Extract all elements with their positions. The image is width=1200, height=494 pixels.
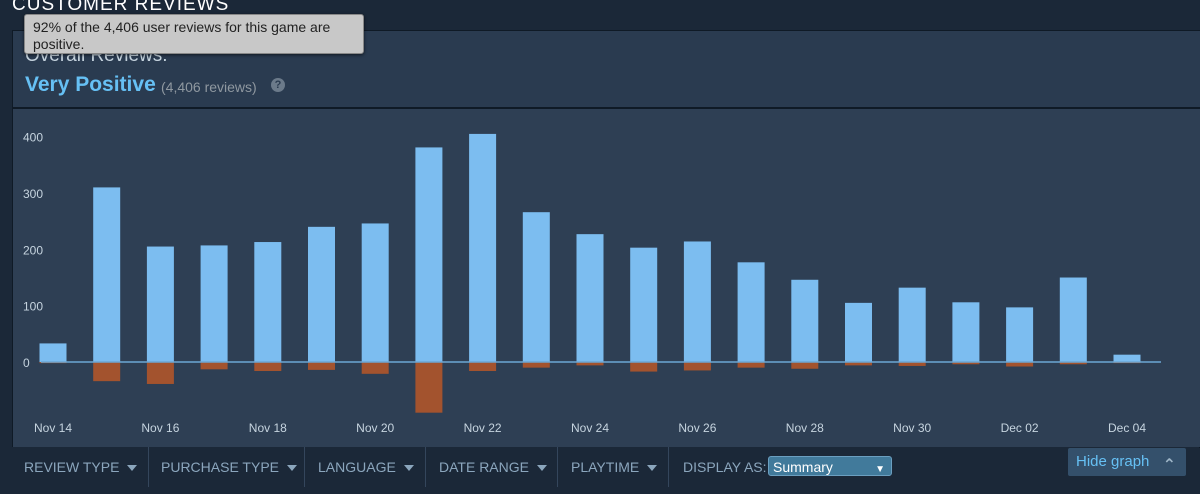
language-label: LANGUAGE [318, 459, 396, 475]
positive-bar [308, 226, 335, 362]
negative-bar [1059, 362, 1087, 365]
review-count: (4,406 reviews) [161, 79, 257, 95]
negative-bar [898, 362, 926, 366]
positive-bar [469, 133, 497, 362]
rating-tooltip: 92% of the 4,406 user reviews for this g… [24, 14, 364, 54]
negative-bar [415, 362, 443, 413]
help-icon[interactable]: ? [271, 78, 285, 92]
x-tick-label: Nov 18 [249, 421, 287, 435]
playtime-filter[interactable]: PLAYTIME [571, 447, 658, 487]
date-range-filter[interactable]: DATE RANGE [439, 447, 547, 487]
reviews-panel: Overall Reviews: Very Positive (4,406 re… [12, 30, 1200, 448]
negative-bar [308, 362, 335, 370]
y-tick-label: 400 [23, 131, 43, 145]
display-as-value: Summary [773, 459, 833, 475]
negative-bar [952, 362, 980, 365]
positive-bar [415, 147, 443, 362]
display-as-select[interactable]: Summary ▼ [768, 456, 892, 476]
positive-bar [361, 223, 389, 362]
positive-bar [93, 187, 121, 362]
chevron-down-icon [536, 465, 547, 472]
reviews-histogram-chart: 0 100 200 300 400 Nov 14 Nov 16 Nov 18 Nov 20 Nov… [23, 131, 1161, 435]
double-chevron-up-icon: ⌃ [1162, 457, 1176, 474]
divider [557, 447, 558, 487]
x-tick-label: Nov 20 [356, 421, 394, 435]
negative-bar [146, 362, 174, 384]
negative-bar [522, 362, 550, 368]
x-tick-label: Nov 22 [464, 421, 502, 435]
hide-graph-button[interactable]: Hide graph ⌃ [1068, 448, 1186, 476]
negative-bar [1006, 362, 1034, 367]
review-type-filter[interactable]: REVIEW TYPE [24, 447, 138, 487]
positive-bar [1113, 354, 1141, 362]
chevron-down-icon [403, 465, 414, 472]
negative-bar [791, 362, 819, 369]
filter-bar: REVIEW TYPE PURCHASE TYPE LANGUAGE DATE … [12, 447, 1199, 487]
x-tick-label: Nov 16 [141, 421, 179, 435]
negative-bar [845, 362, 872, 366]
x-tick-label: Dec 04 [1108, 421, 1146, 435]
divider [148, 447, 149, 487]
divider [304, 447, 305, 487]
divider [668, 447, 669, 487]
chevron-down-icon [647, 465, 658, 472]
positive-bar [254, 242, 282, 362]
x-tick-label: Dec 02 [1001, 421, 1039, 435]
review-rating[interactable]: Very Positive [25, 73, 156, 96]
positive-bar [952, 302, 980, 362]
positive-bar [683, 241, 711, 362]
negative-bar [737, 362, 765, 368]
chevron-down-icon [287, 465, 297, 472]
date-range-label: DATE RANGE [439, 459, 529, 475]
positive-bar [200, 245, 228, 362]
positive-bar [898, 287, 926, 362]
positive-bar [1059, 277, 1087, 362]
section-title: CUSTOMER REVIEWS [12, 0, 230, 15]
negative-bar [683, 362, 711, 371]
positive-bar [791, 279, 819, 362]
divider [425, 447, 426, 487]
positive-bar [39, 343, 67, 362]
negative-bar [254, 362, 282, 372]
positive-bar [1006, 307, 1034, 362]
y-tick-label: 200 [23, 243, 43, 257]
y-tick-label: 0 [23, 356, 30, 370]
positive-bar [630, 247, 658, 362]
positive-bar [737, 262, 765, 362]
hide-graph-label: Hide graph [1076, 453, 1150, 470]
y-tick-label: 100 [23, 300, 43, 314]
positive-bar [845, 302, 872, 362]
x-tick-label: Nov 24 [571, 421, 609, 435]
language-filter[interactable]: LANGUAGE [318, 447, 414, 487]
chevron-down-icon [127, 465, 138, 472]
positive-bar [576, 234, 604, 362]
positive-bar [522, 212, 550, 362]
x-tick-label: Nov 28 [786, 421, 824, 435]
x-tick-label: Nov 26 [678, 421, 716, 435]
x-tick-label: Nov 30 [893, 421, 931, 435]
purchase-type-label: PURCHASE TYPE [161, 459, 279, 475]
negative-bar [469, 362, 497, 372]
negative-bar [576, 362, 604, 366]
playtime-label: PLAYTIME [571, 459, 640, 475]
purchase-type-filter[interactable]: PURCHASE TYPE [161, 447, 297, 487]
negative-bar [93, 362, 121, 382]
negative-bar [361, 362, 389, 374]
review-type-label: REVIEW TYPE [24, 459, 120, 475]
positive-bar [146, 246, 174, 362]
negative-bar [630, 362, 658, 372]
chevron-down-icon: ▼ [875, 464, 885, 475]
x-tick-label: Nov 14 [34, 421, 72, 435]
display-as-label: DISPLAY AS: [683, 459, 767, 475]
y-tick-label: 300 [23, 187, 43, 201]
negative-bar [200, 362, 228, 370]
